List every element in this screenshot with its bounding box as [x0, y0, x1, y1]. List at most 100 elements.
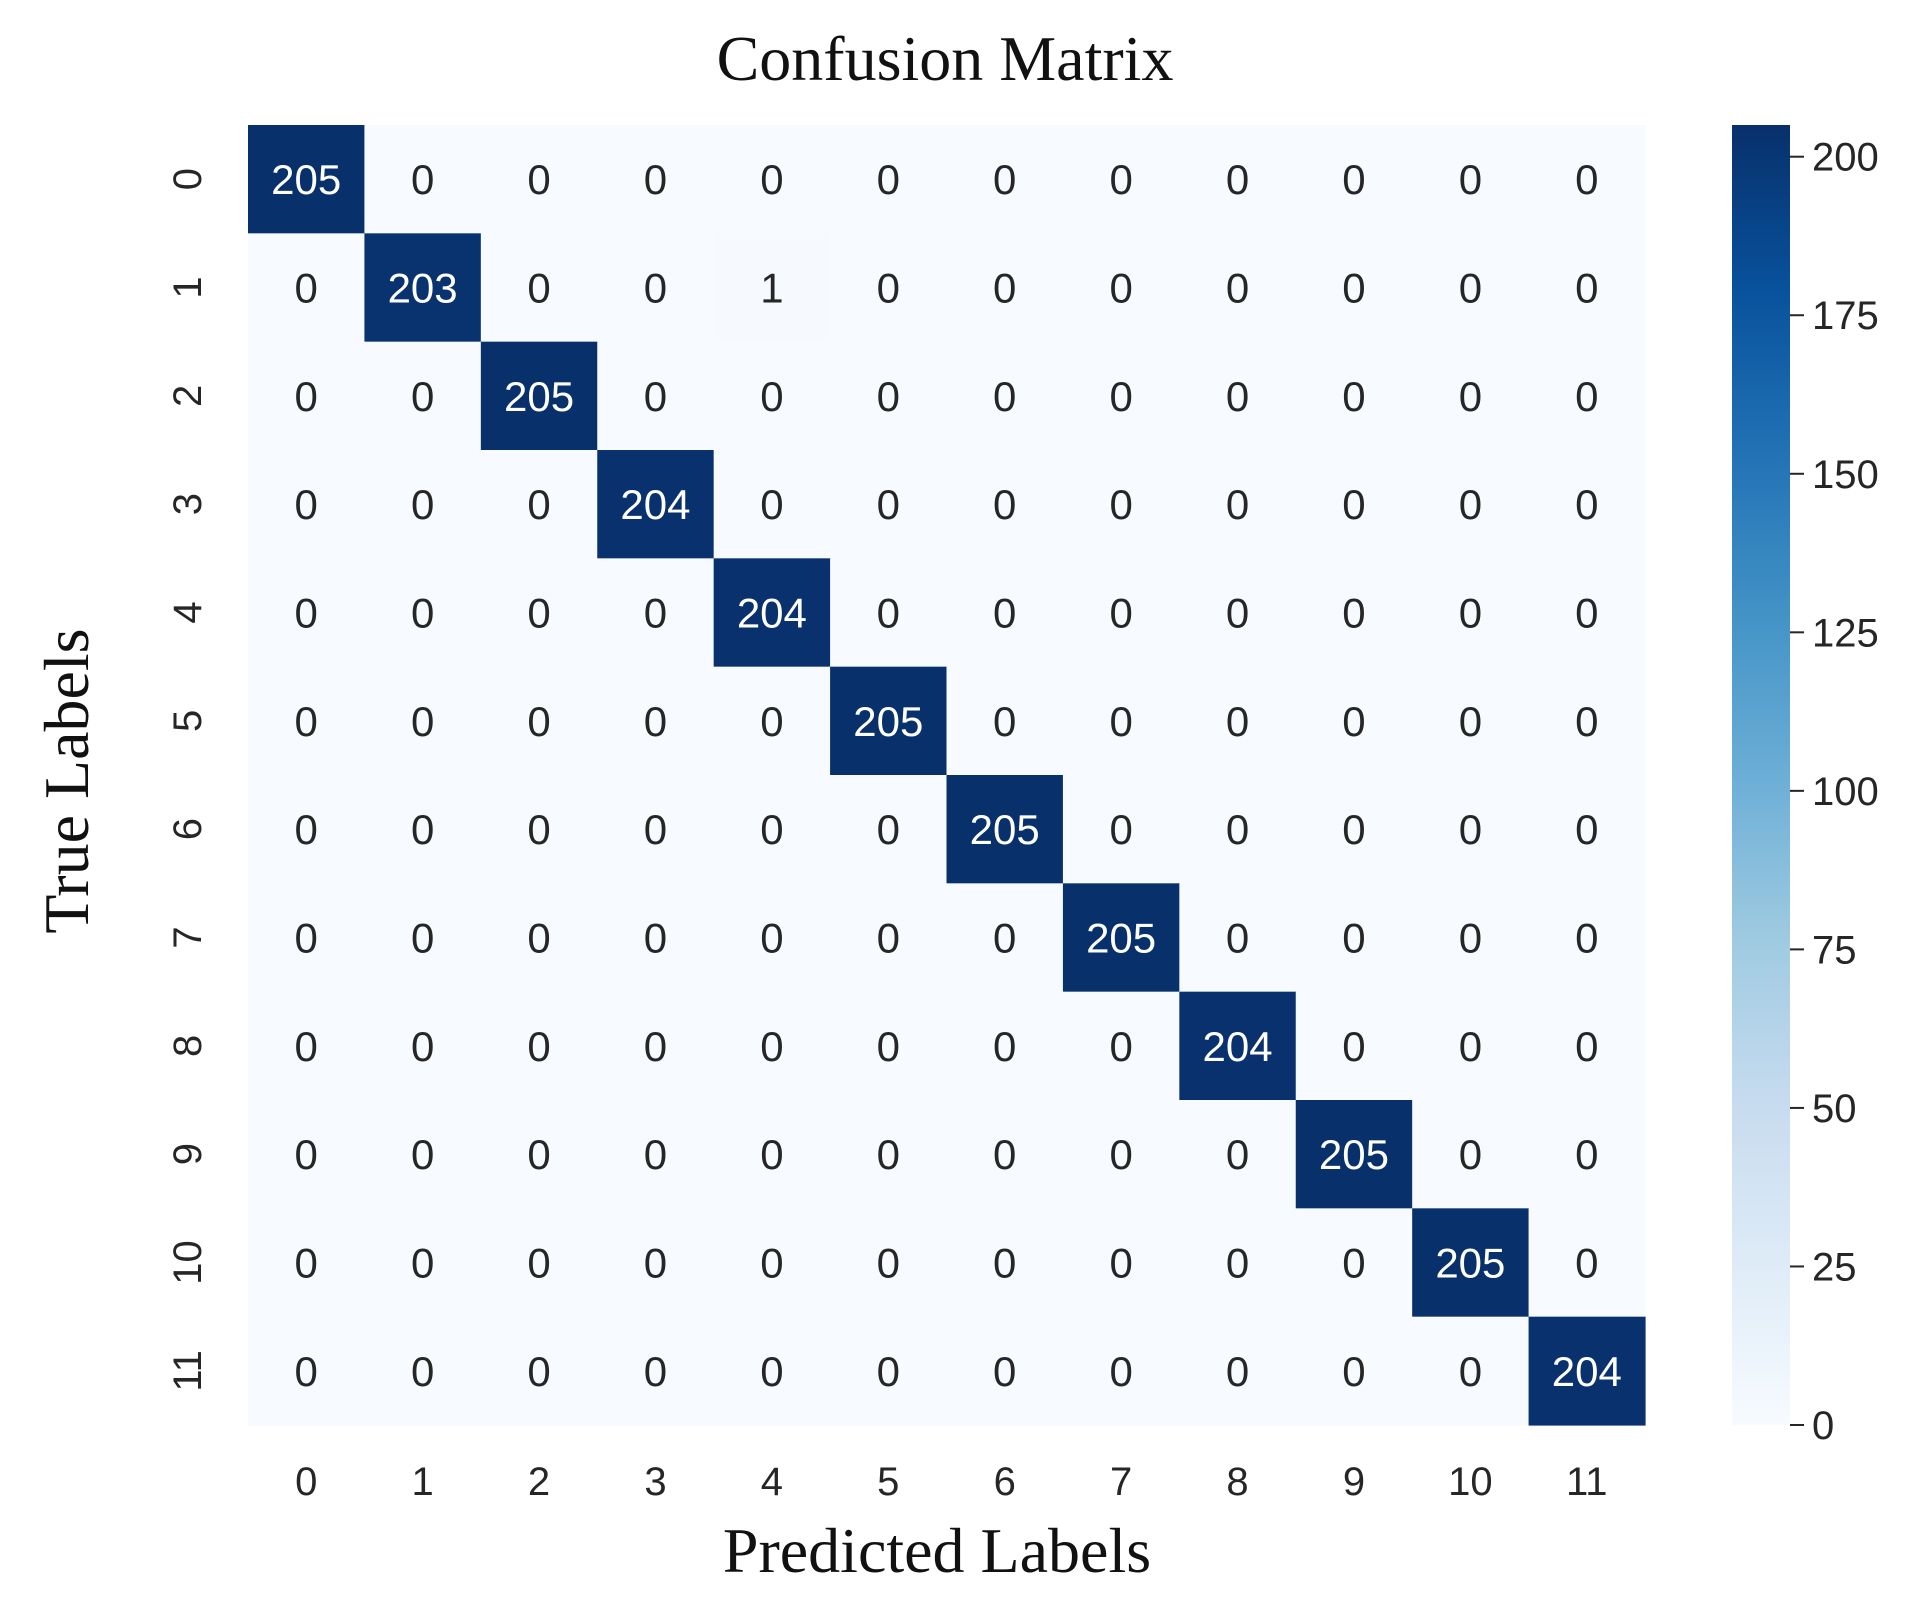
heatmap-cell-label: 204: [620, 481, 690, 528]
heatmap-cell-label: 0: [760, 698, 783, 745]
heatmap-cell-label: 205: [1086, 915, 1156, 962]
heatmap-cell-label: 0: [760, 1131, 783, 1178]
heatmap-cell-label: 204: [1552, 1348, 1622, 1395]
heatmap-cell: [480, 341, 598, 451]
heatmap-cell: [248, 558, 366, 668]
colorbar-tick-label: 50: [1812, 1087, 1857, 1131]
colorbar-ticks: 0 25 50 75 100 125 150 175 200: [1790, 136, 1879, 1448]
heatmap-cell-label: 0: [993, 915, 1016, 962]
heatmap-cell-label: 0: [411, 590, 434, 637]
heatmap-cell: [248, 991, 366, 1101]
heatmap-cell-label: 0: [1342, 590, 1365, 637]
heatmap-cell-label: 0: [527, 1240, 550, 1287]
heatmap-cell: [830, 233, 948, 343]
y-tick-label: 8: [166, 1035, 210, 1057]
x-tick-label: 1: [412, 1460, 434, 1504]
heatmap-cell-label: 0: [527, 156, 550, 203]
heatmap-cell: [597, 991, 715, 1101]
y-tick-label: 9: [166, 1143, 210, 1165]
heatmap-cell: [1412, 1208, 1530, 1318]
heatmap-cell-label: 205: [853, 698, 923, 745]
heatmap-cell: [1295, 558, 1413, 668]
heatmap-cell: [480, 450, 598, 559]
heatmap-cell-label: 0: [760, 915, 783, 962]
heatmap-cell-label: 1: [760, 265, 783, 312]
heatmap-cell: [713, 341, 831, 451]
heatmap-cell: [1295, 1208, 1413, 1318]
colorbar-tick-label: 75: [1812, 928, 1857, 972]
heatmap-cell-label: 0: [1342, 156, 1365, 203]
heatmap-cell: [597, 1208, 715, 1318]
heatmap-cell-label: 0: [1109, 1240, 1132, 1287]
heatmap-cell: [597, 1100, 715, 1209]
heatmap-cell-label: 0: [993, 590, 1016, 637]
heatmap-cell-label: 0: [993, 481, 1016, 528]
heatmap-cell-label: 0: [1109, 590, 1132, 637]
heatmap-cell-label: 0: [760, 373, 783, 420]
heatmap-cell-label: 0: [1342, 481, 1365, 528]
heatmap-cell-label: 0: [993, 1023, 1016, 1070]
heatmap-cell: [480, 1100, 598, 1209]
y-tick-label: 11: [166, 1350, 210, 1392]
y-axis-title: True Labels: [31, 628, 102, 933]
heatmap-cell-label: 204: [1203, 1023, 1273, 1070]
heatmap-cell: [1179, 775, 1297, 884]
heatmap-cell: [1295, 341, 1413, 451]
heatmap-cell-label: 0: [295, 1348, 318, 1395]
heatmap-cell-label: 0: [1459, 481, 1482, 528]
heatmap-cell: [1412, 450, 1530, 559]
heatmap-cell: [1412, 883, 1530, 993]
heatmap-cell-label: 0: [1342, 806, 1365, 853]
heatmap-cell: [1179, 1316, 1297, 1426]
heatmap-cell: [480, 125, 598, 234]
heatmap-cell-label: 0: [993, 1348, 1016, 1395]
heatmap-cell-label: 0: [1575, 1131, 1598, 1178]
heatmap-cell-label: 0: [877, 156, 900, 203]
heatmap-cell: [1295, 1100, 1413, 1209]
heatmap-cell: [713, 991, 831, 1101]
colorbar-tick-label: 0: [1812, 1404, 1834, 1448]
y-tick-labels: 0 1 2 3 4 5 6 7 8 9 10 11: [166, 168, 210, 1392]
heatmap-cell: [946, 775, 1064, 884]
heatmap-cell-label: 0: [644, 806, 667, 853]
heatmap-cell-label: 0: [527, 1131, 550, 1178]
heatmap-cell: [713, 233, 831, 343]
heatmap-cell-label: 0: [1459, 1348, 1482, 1395]
heatmap-cell: [1062, 450, 1180, 559]
heatmap-cell: [1062, 883, 1180, 993]
heatmap-cell: [1295, 883, 1413, 993]
heatmap-cell: [1528, 125, 1646, 234]
heatmap-cell: [1295, 233, 1413, 343]
heatmap-cell: [1062, 125, 1180, 234]
heatmap-cell: [364, 558, 482, 668]
heatmap-cell-label: 0: [411, 698, 434, 745]
heatmap-cell-label: 0: [993, 265, 1016, 312]
colorbar-tick-label: 150: [1812, 453, 1879, 497]
heatmap-cell: [713, 1208, 831, 1318]
heatmap-cell: [364, 1100, 482, 1209]
heatmap-cell-label: 0: [1226, 806, 1249, 853]
heatmap-cell-label: 0: [1342, 915, 1365, 962]
heatmap-cell: [1295, 991, 1413, 1101]
heatmap-cell-label: 0: [1226, 373, 1249, 420]
heatmap-cell: [713, 125, 831, 234]
heatmap-cell-label: 0: [1109, 1023, 1132, 1070]
heatmap-cell-label: 0: [760, 1240, 783, 1287]
colorbar-tick-label: 200: [1812, 136, 1879, 180]
heatmap-cell: [480, 883, 598, 993]
heatmap-cell-label: 0: [760, 806, 783, 853]
heatmap-cell: [1528, 341, 1646, 451]
heatmap-cell: [830, 341, 948, 451]
heatmap-cell: [1179, 1100, 1297, 1209]
heatmap-cell: [1179, 883, 1297, 993]
heatmap-cell-label: 0: [877, 373, 900, 420]
heatmap-cell: [364, 883, 482, 993]
heatmap-cell-label: 0: [1459, 1131, 1482, 1178]
heatmap-cell: [364, 233, 482, 343]
heatmap-cell-label: 0: [1459, 698, 1482, 745]
heatmap-cell: [1412, 558, 1530, 668]
heatmap-cell-label: 0: [295, 1131, 318, 1178]
y-tick-label: 7: [166, 926, 210, 948]
heatmap-cell-label: 0: [1459, 590, 1482, 637]
